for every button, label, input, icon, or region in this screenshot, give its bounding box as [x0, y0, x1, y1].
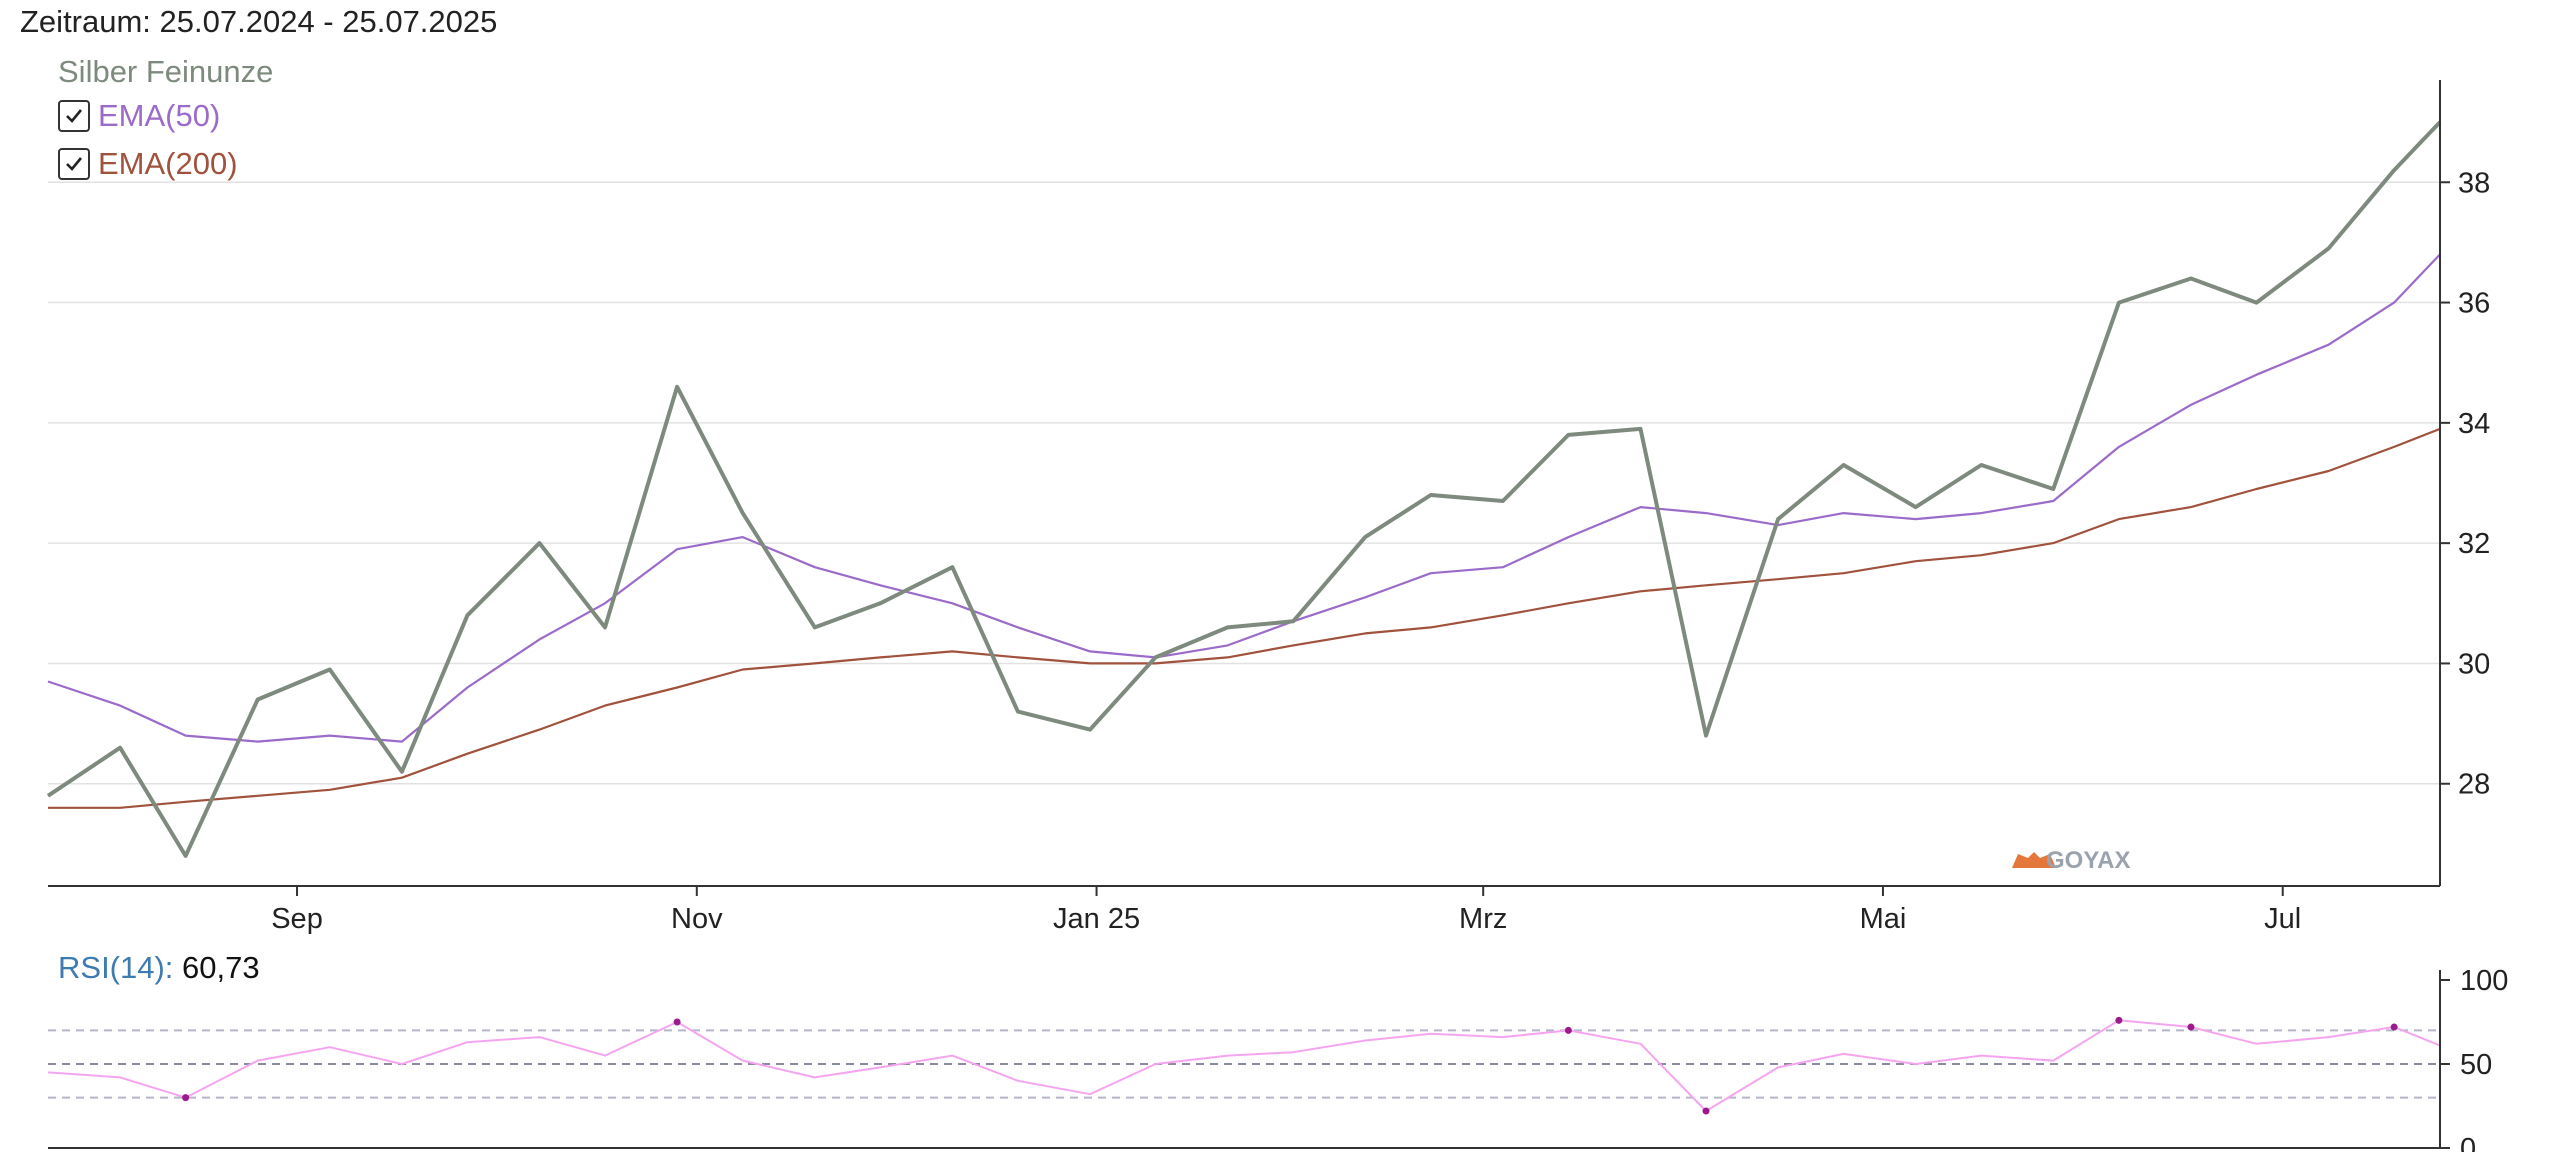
rsi-extreme-point	[673, 1018, 681, 1026]
x-tick-label: Mrz	[1459, 903, 1507, 935]
y-tick-label: 34	[2458, 408, 2490, 440]
x-tick-label: Mai	[1860, 903, 1907, 935]
page-title: Zeitraum: 25.07.2024 - 25.07.2025	[20, 4, 498, 39]
rsi-name: RSI(14):	[58, 950, 174, 985]
y-tick-label: 30	[2458, 648, 2490, 680]
ema200-label: EMA(200)	[98, 146, 238, 181]
series-price-line	[46, 120, 2442, 858]
rsi-extreme-point	[2390, 1023, 2398, 1031]
rsi-y-tick-label: 100	[2460, 965, 2508, 997]
rsi-value: 60,73	[182, 950, 260, 985]
series-ema50-line	[47, 253, 2441, 743]
check-icon	[66, 109, 83, 123]
rsi-extreme-point	[1564, 1026, 1572, 1034]
series-label-price: Silber Feinunze	[58, 54, 274, 89]
ema50-label: EMA(50)	[98, 98, 221, 133]
x-tick-label: Nov	[671, 903, 723, 935]
x-tick-label: Jul	[2264, 903, 2301, 935]
ema50-checkbox[interactable]	[58, 100, 90, 132]
rsi-extreme-point	[2187, 1023, 2195, 1031]
legend-toggle-ema200[interactable]: EMA(200)	[58, 146, 238, 182]
y-tick-label: 28	[2458, 769, 2490, 801]
y-tick-label: 38	[2458, 167, 2490, 199]
rsi-readout: RSI(14): 60,73	[58, 950, 260, 986]
rsi-y-tick-label: 50	[2460, 1049, 2492, 1081]
x-tick-label: Sep	[271, 903, 323, 935]
series-rsi-line	[47, 1019, 2441, 1112]
rsi-extreme-point	[182, 1094, 190, 1102]
legend-toggle-ema50[interactable]: EMA(50)	[58, 98, 220, 134]
y-tick-label: 32	[2458, 528, 2490, 560]
rsi-extreme-point	[2115, 1016, 2123, 1024]
check-icon	[66, 157, 83, 171]
watermark-logo: GOYAX	[2046, 847, 2130, 874]
rsi-y-tick-label: 0	[2460, 1133, 2476, 1152]
ema200-checkbox[interactable]	[58, 148, 90, 180]
bull-logo-icon	[2012, 852, 2056, 868]
y-tick-label: 36	[2458, 288, 2490, 320]
series-ema200-line	[48, 427, 2441, 809]
x-tick-label: Jan 25	[1053, 903, 1140, 935]
rsi-extreme-point	[1702, 1107, 1710, 1115]
